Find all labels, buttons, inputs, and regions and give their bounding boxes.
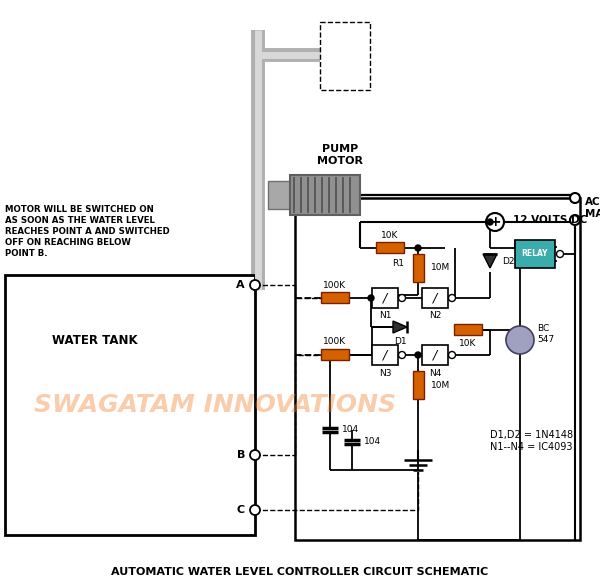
- Circle shape: [506, 326, 534, 354]
- Polygon shape: [393, 321, 407, 333]
- Circle shape: [250, 450, 260, 460]
- Bar: [413, 371, 424, 399]
- Text: C: C: [237, 505, 245, 515]
- Text: /: /: [433, 349, 437, 361]
- Text: 10M: 10M: [431, 263, 450, 273]
- Bar: [515, 240, 555, 268]
- Text: /: /: [383, 291, 387, 304]
- Text: D1: D1: [394, 336, 406, 346]
- Circle shape: [449, 352, 455, 359]
- Text: RELAY: RELAY: [522, 249, 548, 259]
- Circle shape: [486, 213, 504, 231]
- Text: N4: N4: [429, 369, 441, 377]
- FancyBboxPatch shape: [372, 345, 398, 365]
- Text: D1,D2 = 1N4148
N1--N4 = IC4093: D1,D2 = 1N4148 N1--N4 = IC4093: [490, 430, 573, 453]
- Text: 10K: 10K: [382, 231, 398, 239]
- Text: /: /: [433, 291, 437, 304]
- Circle shape: [250, 505, 260, 515]
- Text: N3: N3: [379, 369, 391, 377]
- Circle shape: [368, 295, 374, 301]
- Circle shape: [398, 294, 406, 301]
- Text: 10M: 10M: [431, 381, 450, 390]
- Bar: [295, 198, 580, 540]
- Circle shape: [415, 245, 421, 251]
- Text: WATER TANK: WATER TANK: [52, 333, 138, 346]
- Text: 100K: 100K: [323, 338, 347, 346]
- Text: SWAGATAM INNOVATIONS: SWAGATAM INNOVATIONS: [34, 393, 396, 417]
- Text: +: +: [489, 215, 501, 229]
- Text: B: B: [236, 450, 245, 460]
- Text: 10K: 10K: [460, 339, 476, 347]
- Circle shape: [570, 215, 580, 225]
- Bar: [376, 242, 404, 253]
- Circle shape: [398, 352, 406, 359]
- Bar: [413, 254, 424, 282]
- Text: N1: N1: [379, 311, 391, 321]
- Text: 104: 104: [342, 426, 359, 434]
- Bar: [321, 349, 349, 360]
- Bar: [454, 324, 482, 335]
- Bar: [268, 181, 290, 209]
- Circle shape: [557, 251, 563, 258]
- Bar: [321, 292, 349, 303]
- Circle shape: [487, 219, 493, 225]
- Bar: [290, 175, 360, 215]
- Text: AUTOMATIC WATER LEVEL CONTROLLER CIRCUIT SCHEMATIC: AUTOMATIC WATER LEVEL CONTROLLER CIRCUIT…: [112, 567, 488, 577]
- Text: N2: N2: [429, 311, 441, 321]
- Text: AC
MAINS: AC MAINS: [585, 197, 600, 219]
- Polygon shape: [483, 254, 497, 268]
- FancyBboxPatch shape: [372, 288, 398, 308]
- Text: PUMP
MOTOR: PUMP MOTOR: [317, 144, 363, 166]
- Circle shape: [250, 280, 260, 290]
- Circle shape: [570, 193, 580, 203]
- Text: /: /: [383, 349, 387, 361]
- Bar: [7, 440, 253, 535]
- Text: 100K: 100K: [323, 280, 347, 290]
- FancyBboxPatch shape: [422, 345, 448, 365]
- Circle shape: [449, 294, 455, 301]
- FancyBboxPatch shape: [422, 288, 448, 308]
- Text: A: A: [236, 280, 245, 290]
- Text: 12 VOLTS DC: 12 VOLTS DC: [513, 215, 587, 225]
- Text: MOTOR WILL BE SWITCHED ON
AS SOON AS THE WATER LEVEL
REACHES POINT A AND SWITCHE: MOTOR WILL BE SWITCHED ON AS SOON AS THE…: [5, 205, 170, 258]
- Text: 104: 104: [364, 437, 381, 447]
- Text: R1: R1: [392, 259, 404, 269]
- Bar: [5, 275, 255, 535]
- Circle shape: [415, 352, 421, 358]
- Text: D2: D2: [502, 258, 515, 266]
- Text: BC
547: BC 547: [537, 324, 554, 344]
